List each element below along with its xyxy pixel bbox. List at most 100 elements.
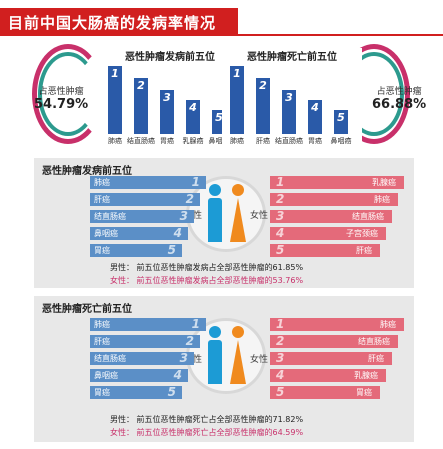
rank-bar-2: 2 bbox=[134, 78, 148, 134]
female-mortality-note: 女性： 前五位恶性肿瘤死亡占全部恶性肿瘤的64.59% bbox=[110, 428, 304, 437]
female-rank-name: 结直肠癌 bbox=[358, 337, 390, 346]
left-inner-arc-decoration bbox=[38, 52, 98, 136]
male-rank-row: 肝癌 2 bbox=[90, 334, 200, 348]
female-rank-number: 1 bbox=[276, 317, 285, 331]
mortality-rank-title: 恶性肿瘤死亡前五位 bbox=[247, 52, 337, 63]
female-rank-number: 2 bbox=[276, 192, 285, 206]
rank-bar-label: 胃癌 bbox=[308, 137, 322, 145]
male-figure-icon bbox=[208, 184, 222, 242]
left-stat-value: 54.79% bbox=[34, 97, 89, 112]
female-rank-number: 3 bbox=[276, 209, 285, 223]
male-rank-row: 结直肠癌 3 bbox=[90, 351, 194, 365]
male-rank-name: 胃癌 bbox=[94, 388, 110, 397]
female-rank-name: 肝癌 bbox=[356, 246, 372, 255]
male-rank-row: 肝癌 2 bbox=[90, 192, 200, 206]
male-rank-number: 5 bbox=[167, 243, 176, 257]
female-figure-icon bbox=[230, 326, 246, 384]
male-rank-number: 5 bbox=[167, 385, 176, 399]
mortality-section-title: 恶性肿瘤死亡前五位 bbox=[42, 304, 132, 315]
right-stat-value: 66.88% bbox=[372, 97, 427, 112]
mortality-by-gender-section: 恶性肿瘤死亡前五位 男性 女性 男性： 前五位恶性肿瘤死亡占全部恶性肿瘤的71.… bbox=[34, 296, 414, 442]
rank-bar-label: 肺癌 bbox=[108, 137, 122, 145]
title-rule bbox=[0, 34, 443, 36]
female-rank-number: 1 bbox=[276, 175, 285, 189]
male-rank-name: 肝癌 bbox=[94, 337, 110, 346]
male-incidence-note: 男性： 前五位恶性肿瘤发病占全部恶性肿瘤的61.85% bbox=[110, 263, 304, 272]
male-rank-row: 肺癌 1 bbox=[90, 317, 206, 331]
female-rank-row: 1 乳腺癌 bbox=[270, 175, 404, 189]
rank-bar-2: 2 bbox=[256, 78, 270, 134]
female-rank-number: 4 bbox=[276, 368, 285, 382]
male-rank-number: 1 bbox=[191, 317, 200, 331]
rank-bar-5: 5 bbox=[334, 110, 348, 134]
female-rank-number: 2 bbox=[276, 334, 285, 348]
female-rank-number: 5 bbox=[276, 243, 285, 257]
page-title: 目前中国大肠癌的发病率情况 bbox=[8, 14, 217, 32]
female-rank-number: 5 bbox=[276, 385, 285, 399]
female-rank-row: 5 胃癌 bbox=[270, 385, 380, 399]
female-rank-number: 3 bbox=[276, 351, 285, 365]
female-rank-name: 肝癌 bbox=[368, 354, 384, 363]
female-rank-name: 子宫颈癌 bbox=[346, 229, 378, 238]
mortality-rank-labels: 肺癌 肝癌 结直肠癌 胃癌 鼻咽癌 bbox=[222, 134, 362, 146]
incidence-rank-labels: 肺癌 结直肠癌 胃癌 乳腺癌 鼻咽癌 bbox=[100, 134, 240, 146]
rank-bar-4: 4 bbox=[186, 100, 200, 134]
left-arc-decoration bbox=[32, 44, 104, 144]
male-rank-number: 2 bbox=[185, 192, 194, 206]
female-rank-name: 胃癌 bbox=[356, 388, 372, 397]
rank-bar-label: 乳腺癌 bbox=[182, 137, 204, 145]
male-rank-number: 3 bbox=[179, 209, 188, 223]
female-rank-name: 乳腺癌 bbox=[372, 178, 396, 187]
male-mortality-note: 男性： 前五位恶性肿瘤死亡占全部恶性肿瘤的71.82% bbox=[110, 415, 304, 424]
female-rank-name: 结直肠癌 bbox=[352, 212, 384, 221]
male-rank-name: 肺癌 bbox=[94, 178, 110, 187]
female-rank-row: 2 结直肠癌 bbox=[270, 334, 398, 348]
male-rank-number: 4 bbox=[173, 226, 182, 240]
male-rank-number: 1 bbox=[191, 175, 200, 189]
male-rank-name: 鼻咽癌 bbox=[94, 229, 118, 238]
male-rank-name: 结直肠癌 bbox=[94, 212, 126, 221]
right-inner-arc-decoration bbox=[344, 52, 404, 136]
female-rank-row: 4 子宫颈癌 bbox=[270, 226, 386, 240]
rank-bar-label: 胃癌 bbox=[160, 137, 174, 145]
left-stat-label: 占恶性肿瘤 bbox=[38, 87, 84, 97]
male-figure-icon bbox=[208, 326, 222, 384]
rank-bar-3: 3 bbox=[160, 90, 174, 134]
female-label: 女性 bbox=[250, 211, 269, 221]
rank-bar-label: 鼻咽癌 bbox=[208, 137, 230, 145]
male-rank-name: 结直肠癌 bbox=[94, 354, 126, 363]
incidence-rank-title: 恶性肿瘤发病前五位 bbox=[125, 52, 215, 63]
header: 目前中国大肠癌的发病率情况 bbox=[0, 0, 443, 38]
rank-bar-label: 结直肠癌 bbox=[275, 137, 303, 145]
right-arc-decoration bbox=[338, 44, 410, 144]
male-rank-row: 鼻咽癌 4 bbox=[90, 226, 188, 240]
right-stat: 占恶性肿瘤 66.88% bbox=[372, 84, 426, 112]
rank-bar-1: 1 bbox=[108, 66, 122, 134]
female-figure-icon bbox=[230, 184, 246, 242]
male-rank-number: 3 bbox=[179, 351, 188, 365]
male-rank-number: 2 bbox=[185, 334, 194, 348]
male-rank-name: 胃癌 bbox=[94, 246, 110, 255]
female-label: 女性 bbox=[250, 355, 269, 365]
male-rank-name: 肺癌 bbox=[94, 320, 110, 329]
female-incidence-note: 女性： 前五位恶性肿瘤发病占全部恶性肿瘤的53.76% bbox=[110, 276, 304, 285]
male-rank-row: 胃癌 5 bbox=[90, 385, 182, 399]
female-rank-row: 2 肺癌 bbox=[270, 192, 398, 206]
male-rank-name: 肝癌 bbox=[94, 195, 110, 204]
male-rank-row: 肺癌 1 bbox=[90, 175, 206, 189]
female-rank-row: 3 肝癌 bbox=[270, 351, 392, 365]
rank-bar-label: 肺癌 bbox=[230, 137, 244, 145]
female-rank-row: 3 结直肠癌 bbox=[270, 209, 392, 223]
female-rank-row: 5 肝癌 bbox=[270, 243, 380, 257]
left-stat: 占恶性肿瘤 54.79% bbox=[34, 84, 88, 112]
male-rank-row: 结直肠癌 3 bbox=[90, 209, 194, 223]
incidence-section-title: 恶性肿瘤发病前五位 bbox=[42, 166, 132, 177]
rank-bar-1: 1 bbox=[230, 66, 244, 134]
male-rank-number: 4 bbox=[173, 368, 182, 382]
rank-bar-4: 4 bbox=[308, 100, 322, 134]
